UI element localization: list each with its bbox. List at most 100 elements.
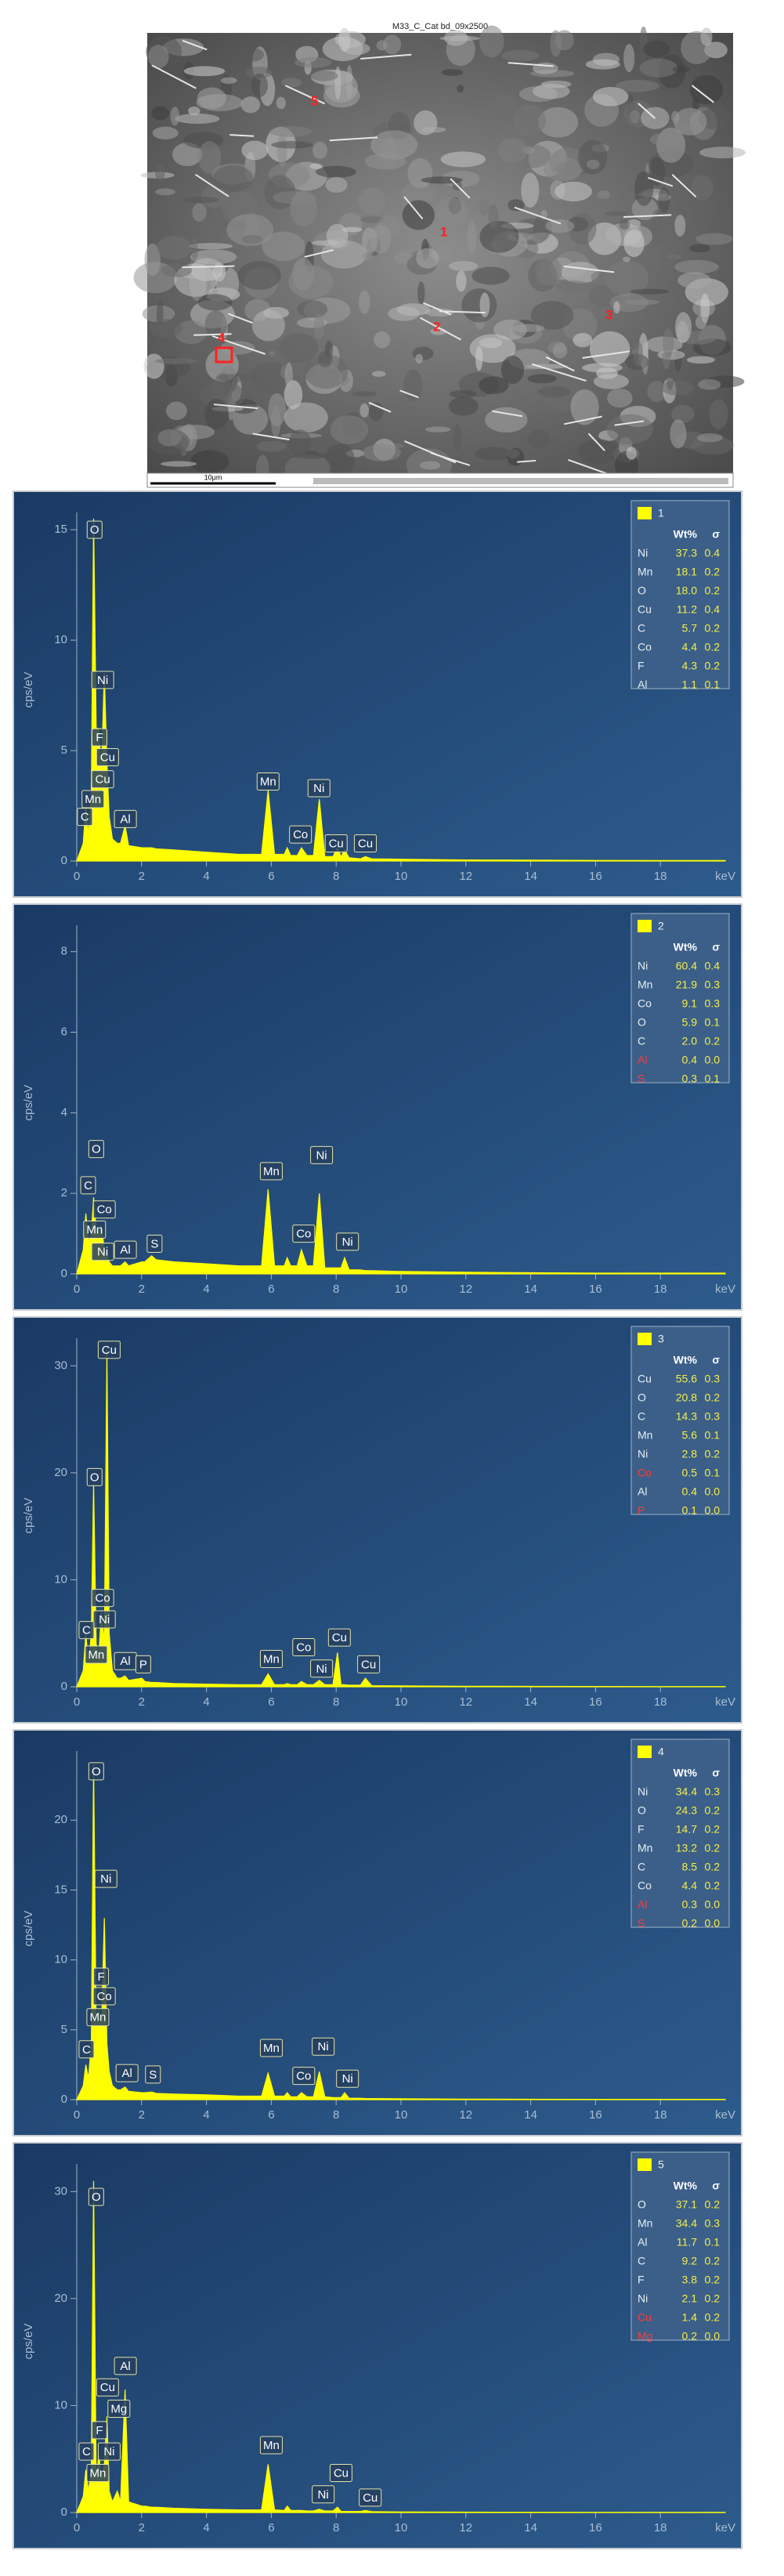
grain: [626, 447, 637, 460]
grain: [239, 47, 265, 62]
grain: [288, 265, 334, 299]
flake: [638, 103, 656, 119]
table-header: σ: [712, 528, 720, 541]
grain: [582, 363, 623, 373]
flake: [229, 134, 255, 137]
flake: [492, 410, 523, 418]
flake: [404, 440, 457, 464]
grain: [212, 165, 254, 193]
grain: [613, 301, 620, 314]
flake: [614, 420, 645, 426]
peak-label-box: [91, 1589, 114, 1608]
peak-label: Al: [121, 2067, 132, 2080]
table-element: Ni: [638, 547, 648, 559]
grain: [493, 319, 527, 341]
grain: [156, 236, 192, 260]
peak-label-box: [307, 779, 331, 798]
table-sigma: 0.2: [705, 641, 721, 653]
flake: [563, 265, 615, 273]
x-tick-label: 12: [459, 1695, 472, 1709]
peak-label-box: [259, 1162, 283, 1181]
y-axis-label: cps/eV: [22, 1085, 35, 1121]
x-axis-label: keV: [715, 1695, 735, 1709]
grain: [407, 157, 433, 189]
peak-label-box: [107, 2400, 131, 2419]
grain: [441, 69, 464, 76]
peak-label: Co: [97, 1203, 112, 1217]
peak-label-box: [96, 2378, 119, 2397]
grain: [403, 369, 423, 401]
peak-label: C: [82, 2445, 91, 2458]
y-tick-label: 30: [54, 1359, 67, 1372]
peak-label: Cu: [334, 2466, 349, 2480]
peak-label-box: [327, 1628, 351, 1647]
grain: [699, 147, 746, 159]
peak-label: Mn: [263, 2042, 280, 2055]
flake: [403, 196, 424, 220]
table-sigma: 0.2: [705, 2311, 721, 2324]
grain: [672, 66, 691, 73]
table-wt: 37.3: [676, 547, 697, 559]
table-sigma: 0.2: [705, 1880, 721, 1892]
grain: [338, 27, 351, 52]
flake: [545, 356, 575, 372]
grain: [479, 376, 509, 395]
grain: [615, 79, 659, 92]
flake: [304, 249, 334, 258]
grain: [370, 224, 392, 254]
peak-label: Mg: [110, 2403, 127, 2416]
grain: [530, 301, 574, 330]
table-sigma: 0.2: [705, 1842, 721, 1854]
table-sigma: 0.4: [705, 960, 721, 972]
grain: [589, 331, 630, 367]
peak-label: S: [150, 1237, 158, 1250]
grain: [150, 318, 183, 338]
table-header: Wt%: [674, 1767, 698, 1779]
table-id: 4: [658, 1746, 664, 1758]
grain: [415, 353, 424, 364]
table-element: S: [638, 1073, 645, 1085]
grain: [619, 219, 630, 230]
marker: 3: [605, 307, 612, 322]
grain: [279, 333, 319, 364]
grain: [174, 320, 208, 345]
x-tick-label: 14: [524, 1283, 537, 1296]
grain: [585, 59, 620, 70]
peak-label-box: [91, 1243, 114, 1261]
peak-label: Al: [120, 2360, 130, 2373]
peak-label-box: [336, 2069, 359, 2088]
grain: [309, 71, 338, 81]
y-tick-label: 15: [54, 1883, 67, 1896]
x-tick-label: 6: [268, 2108, 274, 2122]
flake: [691, 85, 714, 103]
y-tick-label: 20: [54, 1813, 67, 1826]
table-sigma: 0.1: [705, 1467, 721, 1479]
table-wt: 0.2: [682, 2330, 698, 2343]
peak-label-box: [91, 728, 107, 747]
grain: [280, 78, 302, 88]
grain: [276, 133, 287, 168]
y-tick-label: 6: [61, 1025, 67, 1038]
grain: [359, 215, 385, 223]
y-tick-label: 20: [54, 1466, 67, 1479]
peak-label-box: [292, 1637, 316, 1656]
grain: [663, 327, 674, 358]
grain: [237, 261, 281, 290]
x-tick-label: 2: [139, 2521, 145, 2534]
grain: [416, 248, 439, 269]
grain: [317, 350, 333, 367]
grain: [537, 385, 571, 398]
peak-label: Cu: [332, 1631, 347, 1644]
grain: [606, 414, 653, 445]
y-tick-label: 10: [54, 1953, 67, 1966]
peak-label: Ni: [342, 2072, 353, 2086]
table-swatch: [638, 1333, 652, 1345]
grain: [545, 219, 575, 233]
x-tick-label: 16: [589, 1283, 602, 1296]
table-element: Mn: [638, 979, 652, 991]
grain: [362, 251, 374, 261]
x-axis-label: keV: [715, 870, 735, 883]
table-element: Co: [638, 997, 652, 1010]
